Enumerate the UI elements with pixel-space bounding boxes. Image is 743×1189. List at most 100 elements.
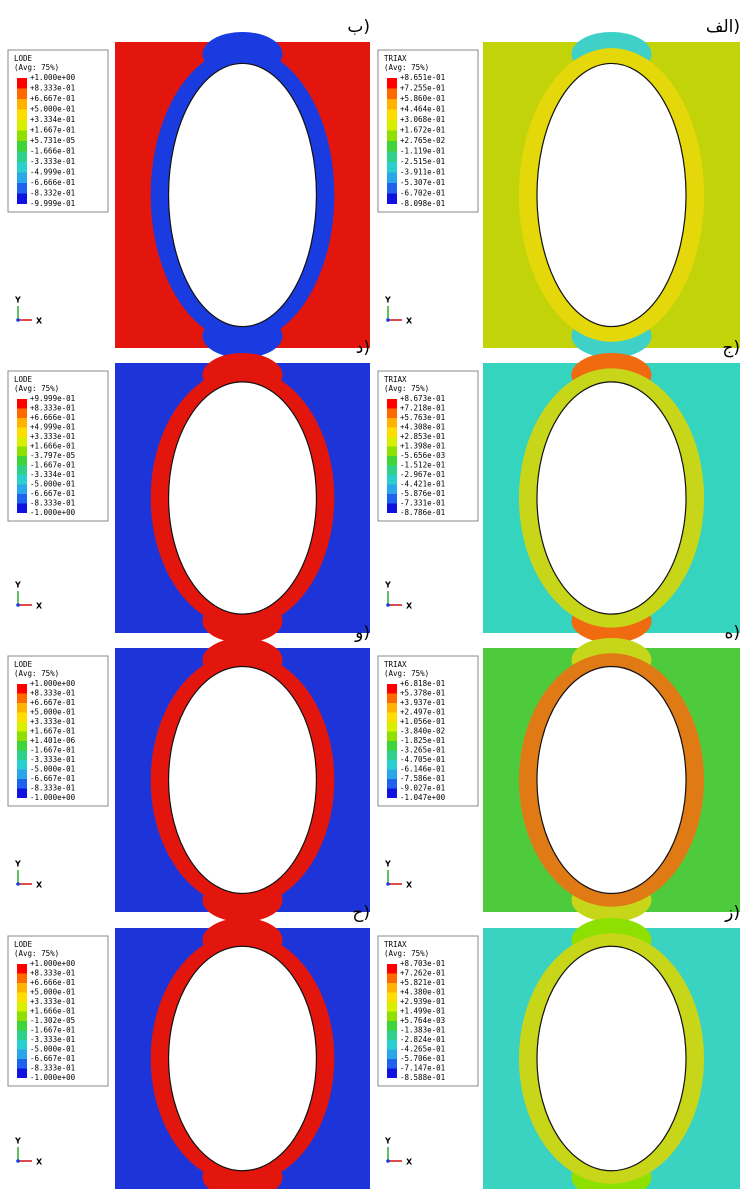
triad-z bbox=[16, 603, 20, 607]
triad-y-label: Y bbox=[384, 581, 391, 590]
legend-band bbox=[387, 162, 397, 173]
legend-title: TRIAX bbox=[384, 940, 407, 949]
panel: و)LODE(Avg: 75%)+1.000e+00+8.333e-01+6.6… bbox=[8, 623, 370, 922]
panel: ج)TRIAX(Avg: 75%)+8.673e-01+7.218e-01+5.… bbox=[378, 338, 740, 643]
legend-band bbox=[17, 89, 27, 100]
legend-band bbox=[17, 418, 27, 428]
legend-band bbox=[387, 732, 397, 742]
legend-band bbox=[387, 485, 397, 495]
legend-band bbox=[17, 409, 27, 419]
legend-title: TRIAX bbox=[384, 660, 407, 669]
legend-value: -3.840e-02 bbox=[400, 727, 445, 736]
legend-title: LODE bbox=[14, 54, 33, 63]
legend-band bbox=[387, 722, 397, 732]
legend-band bbox=[387, 703, 397, 713]
legend-value: -2.824e-01 bbox=[400, 1035, 445, 1044]
legend-band bbox=[387, 974, 397, 984]
legend-value: +5.764e-03 bbox=[400, 1016, 445, 1025]
hole bbox=[169, 382, 317, 614]
legend-band bbox=[387, 760, 397, 770]
legend-value: -1.383e-01 bbox=[400, 1026, 445, 1035]
legend-band bbox=[387, 741, 397, 751]
legend-band bbox=[17, 399, 27, 409]
legend-value: +6.818e-01 bbox=[400, 679, 445, 688]
legend-band bbox=[17, 494, 27, 504]
legend-value: -4.421e-01 bbox=[400, 480, 445, 489]
legend-value: -5.706e-01 bbox=[400, 1054, 445, 1063]
legend-avg: (Avg: 75%) bbox=[14, 63, 59, 72]
legend-value: -7.586e-01 bbox=[400, 774, 445, 783]
legend-value: -8.098e-01 bbox=[400, 199, 445, 208]
legend-value: +4.464e-01 bbox=[400, 105, 445, 114]
legend-title: LODE bbox=[14, 375, 33, 384]
triad-y-label: Y bbox=[14, 1137, 21, 1146]
legend-band bbox=[387, 1050, 397, 1060]
legend-value: -2.515e-01 bbox=[400, 157, 445, 166]
legend-value: +6.666e-01 bbox=[30, 978, 75, 987]
legend-value: +3.333e-01 bbox=[30, 997, 75, 1006]
panel-label: ح) bbox=[352, 903, 370, 923]
triad-y-label: Y bbox=[14, 860, 21, 869]
legend-value: +2.939e-01 bbox=[400, 997, 445, 1006]
triad-z bbox=[386, 318, 390, 322]
legend-band bbox=[17, 456, 27, 466]
legend-value: +5.763e-01 bbox=[400, 413, 445, 422]
legend-avg: (Avg: 75%) bbox=[14, 669, 59, 678]
legend-band bbox=[387, 779, 397, 789]
legend-avg: (Avg: 75%) bbox=[14, 384, 59, 393]
legend-value: +1.398e-01 bbox=[400, 442, 445, 451]
legend-band bbox=[387, 1059, 397, 1069]
legend-value: +1.401e-06 bbox=[30, 736, 76, 745]
legend-value: -1.000e+00 bbox=[30, 1073, 76, 1082]
legend-value: +6.666e-01 bbox=[30, 413, 75, 422]
legend-value: +1.056e-01 bbox=[400, 717, 445, 726]
legend-band bbox=[17, 183, 27, 194]
legend-value: -3.265e-01 bbox=[400, 746, 445, 755]
panel-label: الف) bbox=[706, 17, 740, 37]
triad-z bbox=[16, 318, 20, 322]
legend-band bbox=[17, 475, 27, 485]
legend-band bbox=[387, 409, 397, 419]
legend-band bbox=[17, 1002, 27, 1012]
hole bbox=[169, 666, 317, 893]
legend-band bbox=[17, 964, 27, 974]
legend-band bbox=[387, 428, 397, 438]
legend-band bbox=[387, 89, 397, 100]
triad-x-label: X bbox=[36, 602, 43, 611]
triad-z bbox=[16, 1159, 20, 1163]
legend-band bbox=[387, 99, 397, 110]
legend-value: +3.333e-01 bbox=[30, 432, 75, 441]
legend-band bbox=[387, 120, 397, 131]
legend-band bbox=[387, 418, 397, 428]
legend-value: -3.797e-05 bbox=[30, 451, 75, 460]
legend-band bbox=[387, 713, 397, 723]
legend-value: +1.667e-01 bbox=[30, 727, 75, 736]
legend-band bbox=[387, 983, 397, 993]
legend-band bbox=[17, 703, 27, 713]
legend-band bbox=[387, 141, 397, 152]
legend-value: -5.000e-01 bbox=[30, 480, 75, 489]
legend-band bbox=[17, 751, 27, 761]
triad-x-label: X bbox=[36, 317, 43, 326]
panel-label: ب) bbox=[347, 17, 370, 37]
legend-value: +7.262e-01 bbox=[400, 969, 445, 978]
legend-value: +8.333e-01 bbox=[30, 404, 75, 413]
legend-value: -9.027e-01 bbox=[400, 784, 445, 793]
hole bbox=[169, 946, 317, 1170]
legend-band bbox=[387, 684, 397, 694]
legend-value: -1.000e+00 bbox=[30, 508, 76, 517]
legend-value: -7.147e-01 bbox=[400, 1064, 445, 1073]
legend-value: +8.333e-01 bbox=[30, 689, 75, 698]
legend-band bbox=[387, 1040, 397, 1050]
legend-value: +1.000e+00 bbox=[30, 679, 76, 688]
legend-band bbox=[387, 770, 397, 780]
legend-value: -5.656e-03 bbox=[400, 451, 445, 460]
legend-value: -1.667e-01 bbox=[30, 461, 75, 470]
triad-x-label: X bbox=[406, 317, 413, 326]
hole bbox=[537, 382, 686, 614]
legend-avg: (Avg: 75%) bbox=[384, 384, 429, 393]
legend-title: LODE bbox=[14, 940, 33, 949]
legend-band bbox=[387, 1021, 397, 1031]
triad-x-label: X bbox=[36, 1158, 43, 1167]
legend-value: -5.876e-01 bbox=[400, 489, 445, 498]
